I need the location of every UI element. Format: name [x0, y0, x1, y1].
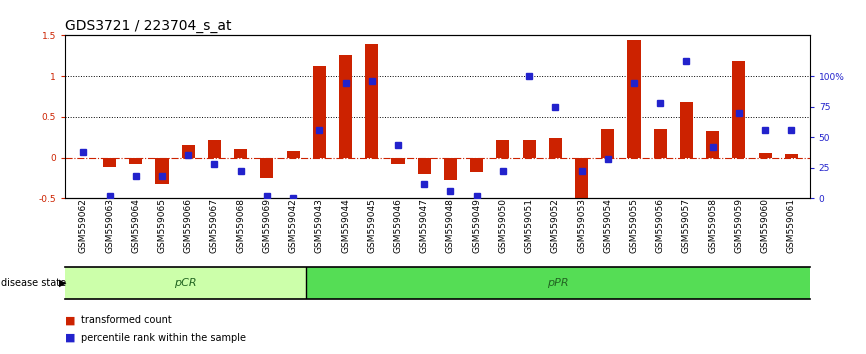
Text: GSM559066: GSM559066 — [184, 198, 193, 253]
Bar — [496, 139, 509, 158]
Bar — [759, 154, 772, 158]
Bar — [706, 131, 720, 158]
Text: ■: ■ — [65, 315, 75, 325]
Bar — [601, 129, 614, 158]
Text: GSM559052: GSM559052 — [551, 198, 559, 253]
Text: GSM559050: GSM559050 — [499, 198, 507, 253]
Bar — [549, 138, 562, 158]
Bar — [65, 267, 307, 299]
Text: percentile rank within the sample: percentile rank within the sample — [81, 333, 246, 343]
Bar — [575, 158, 588, 201]
Bar — [654, 129, 667, 158]
Text: GSM559069: GSM559069 — [262, 198, 271, 253]
Bar — [339, 55, 352, 158]
Bar — [234, 149, 247, 158]
Text: GSM559060: GSM559060 — [760, 198, 770, 253]
Text: GSM559064: GSM559064 — [132, 198, 140, 253]
Bar — [444, 158, 457, 180]
Text: pPR: pPR — [547, 278, 569, 288]
Bar — [313, 66, 326, 158]
Text: GSM559051: GSM559051 — [525, 198, 533, 253]
Text: GSM559063: GSM559063 — [105, 198, 114, 253]
Text: GSM559049: GSM559049 — [472, 198, 481, 253]
Bar — [208, 139, 221, 158]
Bar — [522, 139, 536, 158]
Text: GSM559053: GSM559053 — [577, 198, 586, 253]
Text: pCR: pCR — [174, 278, 197, 288]
Text: GSM559046: GSM559046 — [393, 198, 403, 253]
Bar — [182, 144, 195, 158]
Bar — [103, 158, 116, 167]
Bar — [680, 102, 693, 158]
Text: GSM559055: GSM559055 — [630, 198, 638, 253]
Bar — [365, 44, 378, 158]
Text: GSM559048: GSM559048 — [446, 198, 455, 253]
Text: GSM559068: GSM559068 — [236, 198, 245, 253]
Text: GSM559047: GSM559047 — [420, 198, 429, 253]
Text: GSM559065: GSM559065 — [158, 198, 166, 253]
Bar — [391, 158, 404, 164]
Bar — [628, 40, 641, 158]
Text: GDS3721 / 223704_s_at: GDS3721 / 223704_s_at — [65, 19, 231, 33]
Text: GSM559056: GSM559056 — [656, 198, 665, 253]
Bar — [733, 62, 746, 158]
Text: GSM559061: GSM559061 — [787, 198, 796, 253]
Text: disease state: disease state — [1, 278, 66, 288]
Text: GSM559059: GSM559059 — [734, 198, 743, 253]
Text: GSM559044: GSM559044 — [341, 198, 350, 253]
Bar — [261, 158, 274, 178]
Text: GSM559043: GSM559043 — [315, 198, 324, 253]
Text: GSM559057: GSM559057 — [682, 198, 691, 253]
Bar — [129, 158, 142, 164]
Text: GSM559067: GSM559067 — [210, 198, 219, 253]
Bar — [417, 158, 430, 174]
Bar — [307, 267, 810, 299]
Text: ▶: ▶ — [59, 278, 67, 288]
Bar — [785, 154, 798, 158]
Text: GSM559042: GSM559042 — [288, 198, 298, 253]
Bar — [470, 158, 483, 172]
Bar — [287, 151, 300, 158]
Text: GSM559058: GSM559058 — [708, 198, 717, 253]
Bar — [155, 158, 169, 184]
Text: GSM559054: GSM559054 — [604, 198, 612, 253]
Text: GSM559062: GSM559062 — [79, 198, 87, 253]
Text: transformed count: transformed count — [81, 315, 171, 325]
Text: ■: ■ — [65, 333, 75, 343]
Text: GSM559045: GSM559045 — [367, 198, 376, 253]
